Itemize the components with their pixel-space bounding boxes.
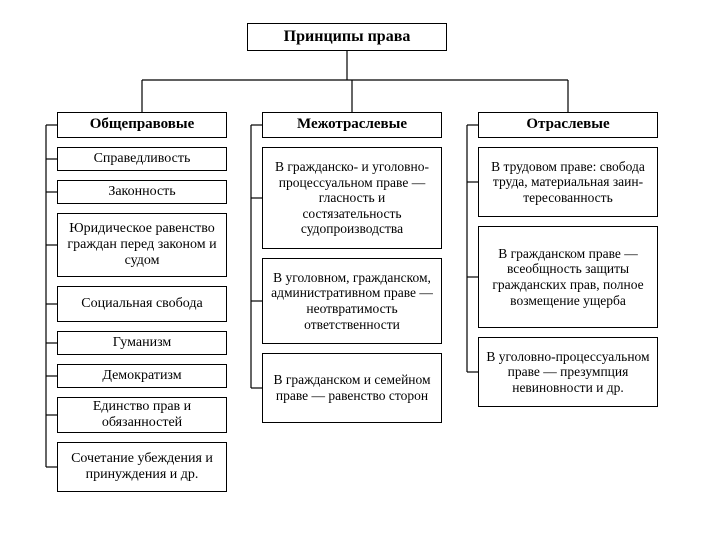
column-2-item-1: В гражданском праве — всеоб­щность защит… [478, 226, 658, 328]
column-0-item-7: Сочетание убеж­дения и принуж­дения и др… [57, 442, 227, 492]
column-header-1: Межотраслевые [262, 112, 442, 138]
column-0-item-2: Юридическое равенство граж­дан перед зак… [57, 213, 227, 277]
root-node: Принципы права [247, 23, 447, 51]
column-2-item-2: В уголовно-процес­суальном пра­ве — през… [478, 337, 658, 407]
column-0-item-1: Законность [57, 180, 227, 204]
column-header-0: Общеправовые [57, 112, 227, 138]
column-1-item-0: В гражданско- и уголовно-про­цессуальном… [262, 147, 442, 249]
column-1-item-1: В уголовном, граж­данском, админис­трати… [262, 258, 442, 344]
column-0-item-5: Демократизм [57, 364, 227, 388]
column-header-2: Отраслевые [478, 112, 658, 138]
column-2-item-0: В трудовом праве: свобода труда, материа… [478, 147, 658, 217]
column-1-item-2: В гражданском и семейном пра­ве — равенс… [262, 353, 442, 423]
column-0-item-4: Гуманизм [57, 331, 227, 355]
column-0-item-0: Справедливость [57, 147, 227, 171]
column-0-item-6: Единство прав и обязанностей [57, 397, 227, 433]
column-0-item-3: Социальная свобода [57, 286, 227, 322]
